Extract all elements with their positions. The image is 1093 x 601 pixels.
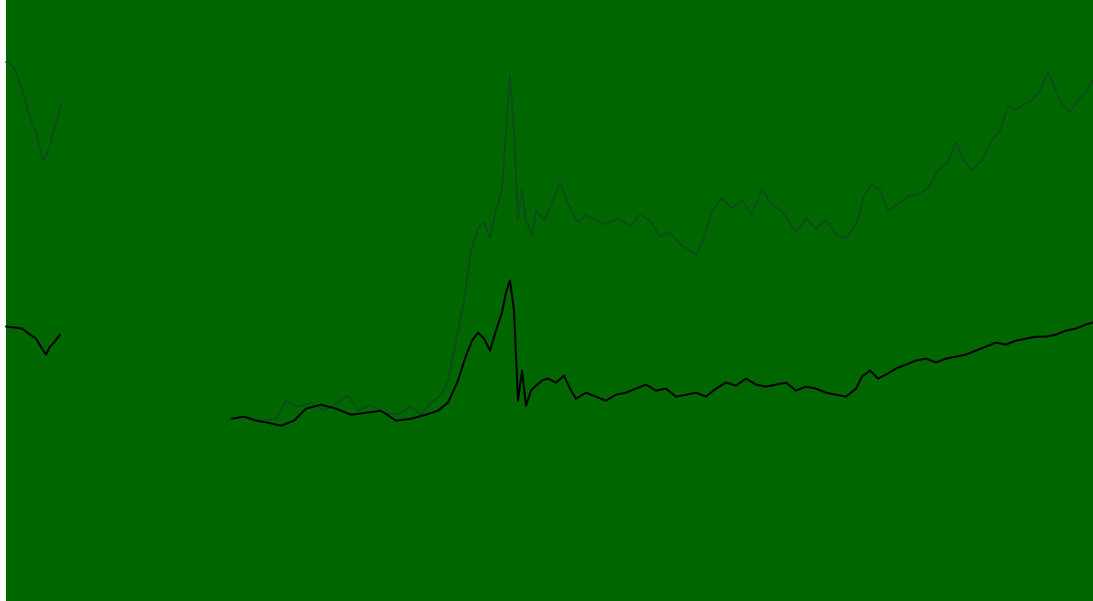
series-layer — [5, 61, 1093, 427]
series-2-line-segment-1 — [5, 325, 61, 356]
plot-area — [6, 0, 1093, 601]
series-2 — [5, 279, 1093, 427]
series-1 — [5, 61, 1093, 422]
series-1-line-segment-1 — [5, 61, 62, 162]
series-2-line-segment-2 — [231, 279, 1093, 427]
series-1-line-segment-2 — [229, 71, 1093, 422]
